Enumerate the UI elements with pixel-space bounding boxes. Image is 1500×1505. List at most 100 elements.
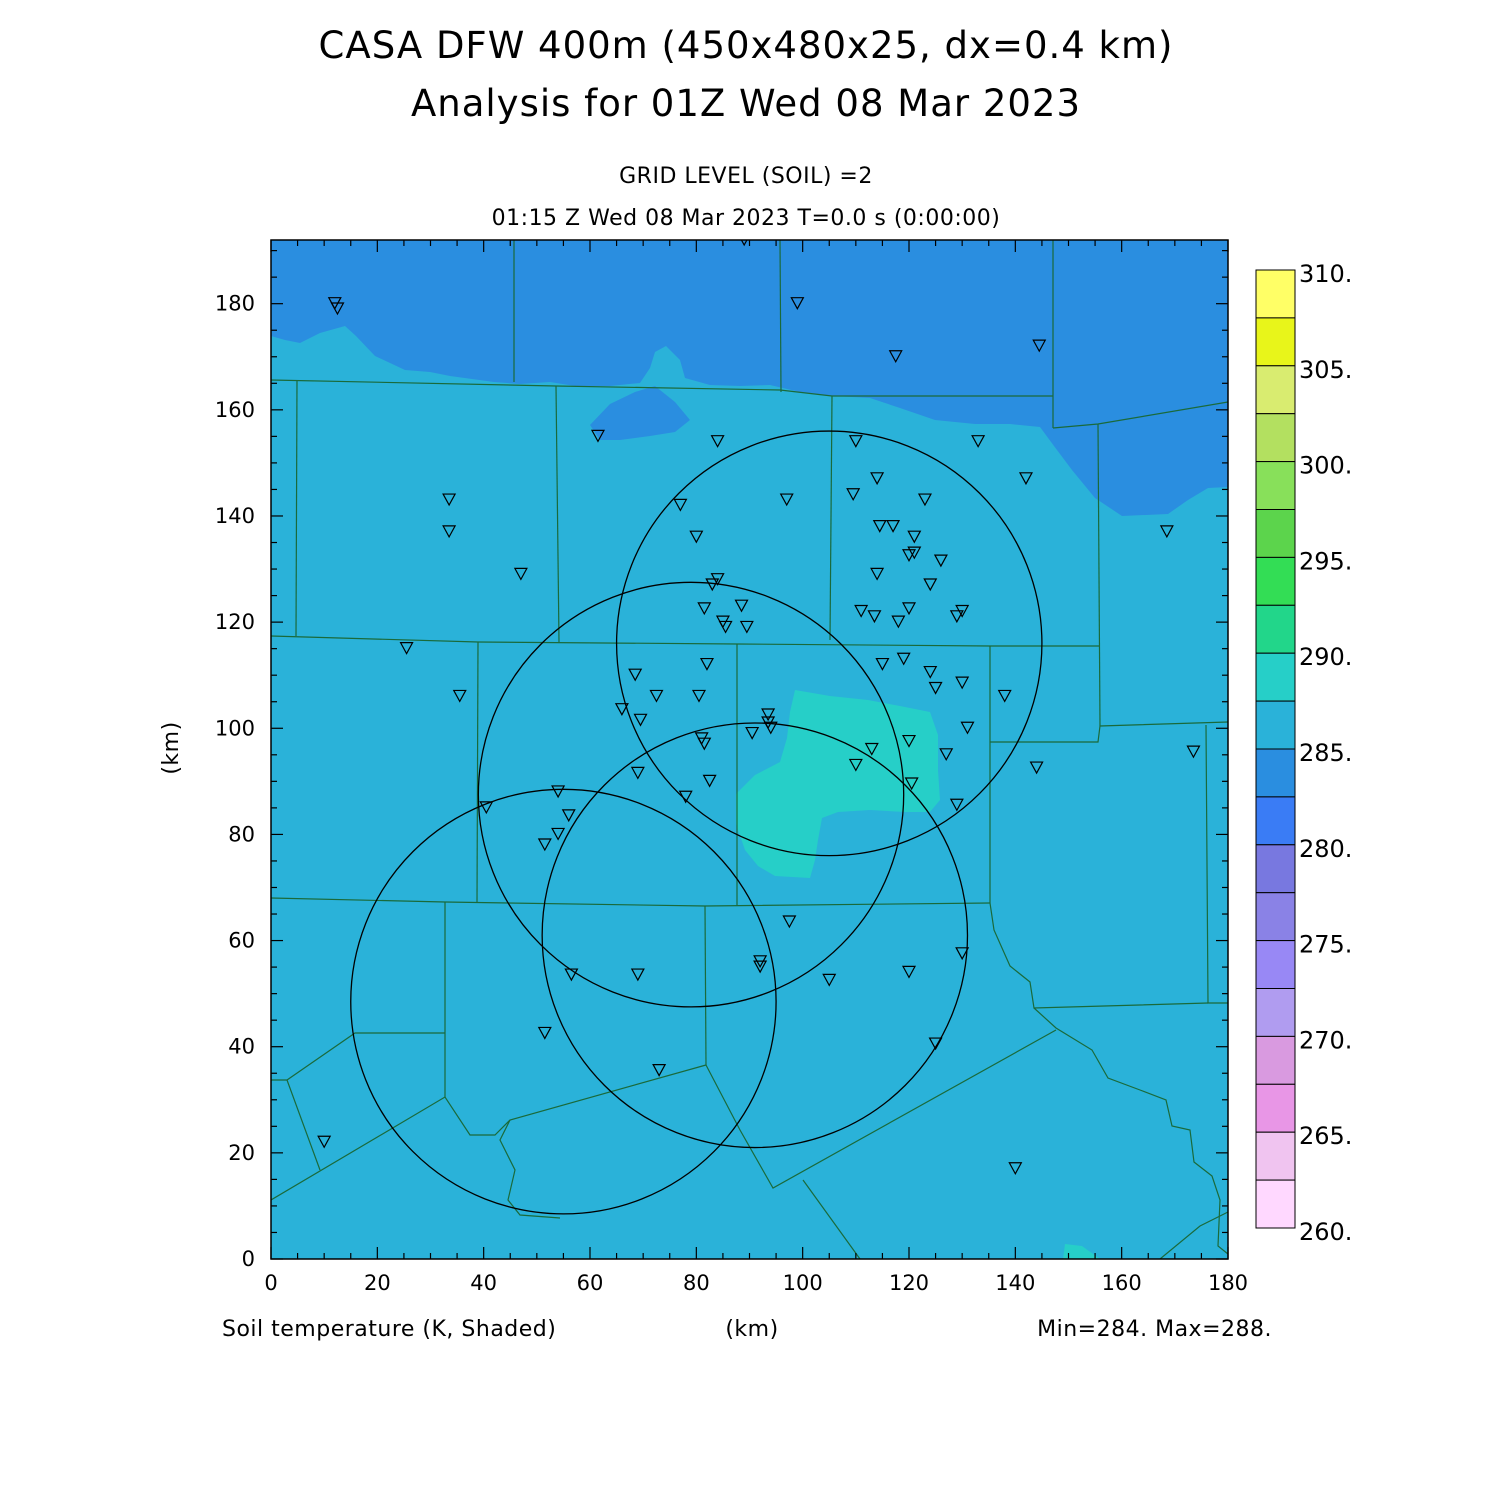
x-tick-label: 140 <box>995 1271 1035 1295</box>
subtitle-line-2: 01:15 Z Wed 08 Mar 2023 T=0.0 s (0:00:00… <box>492 206 1001 231</box>
station-marker <box>699 657 714 671</box>
county-line <box>286 1079 321 1171</box>
station-marker <box>1008 1162 1023 1176</box>
county-line <box>476 641 479 904</box>
y-axis-tick-labels: 0 20 40 60 80 100 120 140 160 180 <box>215 292 255 1271</box>
colorbar-label: 265. <box>1299 1122 1352 1150</box>
x-tick-label: 180 <box>1208 1271 1248 1295</box>
station-marker <box>870 472 885 486</box>
county-line <box>295 379 298 637</box>
station-marker <box>689 530 704 544</box>
station-marker <box>939 748 954 762</box>
x-axis-tick-labels: 0 20 40 60 80 100 120 140 160 180 <box>264 1271 1248 1295</box>
colorbar-swatch <box>1255 413 1296 463</box>
county-line <box>271 1032 445 1081</box>
station-marker <box>763 721 778 735</box>
y-tick-label: 120 <box>215 610 255 634</box>
colorbar-label: 300. <box>1299 452 1352 480</box>
county-line <box>779 240 782 393</box>
station-marker <box>399 642 414 655</box>
station-marker <box>753 960 768 974</box>
station-marker <box>886 519 901 533</box>
colorbar-swatch <box>1255 461 1296 511</box>
subtitle-line-1: GRID LEVEL (SOIL) =2 <box>619 164 873 189</box>
station-marker <box>705 578 720 592</box>
observation-stations <box>317 240 1201 1176</box>
colorbar-swatch <box>1255 940 1296 989</box>
radar-ring <box>350 788 777 1215</box>
station-marker <box>949 798 964 812</box>
y-tick-label: 60 <box>228 929 255 953</box>
title-line-2: Analysis for 01Z Wed 08 Mar 2023 <box>411 82 1081 125</box>
station-marker <box>761 708 776 722</box>
colorbar-swatch <box>1255 1083 1296 1133</box>
station-marker <box>867 610 882 624</box>
cold-shaded-region <box>590 386 690 440</box>
station-marker <box>590 429 605 443</box>
radar-coverage-rings <box>350 430 1043 1215</box>
station-marker <box>702 774 717 788</box>
station-marker <box>870 567 885 581</box>
colorbar-label: 280. <box>1299 835 1352 863</box>
station-marker <box>551 827 566 841</box>
station-marker <box>739 620 754 634</box>
station-marker <box>630 766 645 780</box>
station-marker <box>673 498 688 512</box>
x-tick-label: 40 <box>470 1271 497 1295</box>
x-axis-label: (km) <box>725 1317 778 1342</box>
station-marker <box>614 703 629 716</box>
x-tick-label: 120 <box>889 1271 929 1295</box>
station-marker <box>971 435 986 448</box>
colorbar-swatch <box>1255 652 1296 702</box>
station-marker <box>923 665 938 679</box>
y-tick-label: 140 <box>215 504 255 528</box>
x-tick-label: 0 <box>264 1271 277 1295</box>
station-marker <box>710 573 725 586</box>
station-marker <box>907 546 922 560</box>
county-line <box>271 379 1053 397</box>
station-marker <box>564 968 579 982</box>
county-line <box>802 1179 861 1259</box>
station-marker <box>697 602 712 616</box>
colorbar-swatch <box>1255 1179 1296 1229</box>
station-marker <box>1029 761 1044 775</box>
county-line <box>555 385 560 643</box>
station-marker <box>872 519 887 533</box>
cold-shaded-region <box>271 240 1228 516</box>
station-marker <box>917 493 932 507</box>
warm-shaded-region <box>736 690 940 878</box>
colorbar-label: 260. <box>1299 1218 1352 1246</box>
y-axis-label: (km) <box>159 721 184 774</box>
colorbar-label: 285. <box>1299 739 1352 767</box>
station-marker <box>317 1135 332 1149</box>
station-marker <box>901 734 917 748</box>
county-line <box>271 897 991 907</box>
county-boundaries <box>271 240 1228 1259</box>
station-marker <box>710 435 725 448</box>
colorbar-swatch <box>1255 604 1296 654</box>
station-marker <box>955 676 970 690</box>
station-marker <box>904 777 919 791</box>
x-tick-label: 60 <box>577 1271 604 1295</box>
county-line <box>990 721 1228 743</box>
colorbar-swatch <box>1255 509 1296 558</box>
station-marker <box>330 302 345 316</box>
min-max-readout: Min=284. Max=288. <box>1037 1317 1272 1342</box>
station-marker <box>734 599 749 613</box>
station-marker <box>649 689 664 703</box>
county-line <box>829 395 833 641</box>
station-marker <box>854 604 869 618</box>
station-marker <box>652 1063 667 1077</box>
colorbar-swatch <box>1255 556 1296 606</box>
colorbar-label: 270. <box>1299 1026 1352 1054</box>
y-tick-label: 80 <box>228 822 255 846</box>
station-marker <box>997 689 1012 703</box>
station-marker <box>633 713 648 727</box>
station-marker <box>864 742 879 756</box>
station-marker <box>891 615 906 629</box>
station-marker <box>790 297 805 310</box>
county-line <box>1033 1007 1228 1255</box>
station-marker <box>697 737 712 751</box>
station-marker <box>551 785 566 799</box>
station-marker <box>1032 339 1047 353</box>
